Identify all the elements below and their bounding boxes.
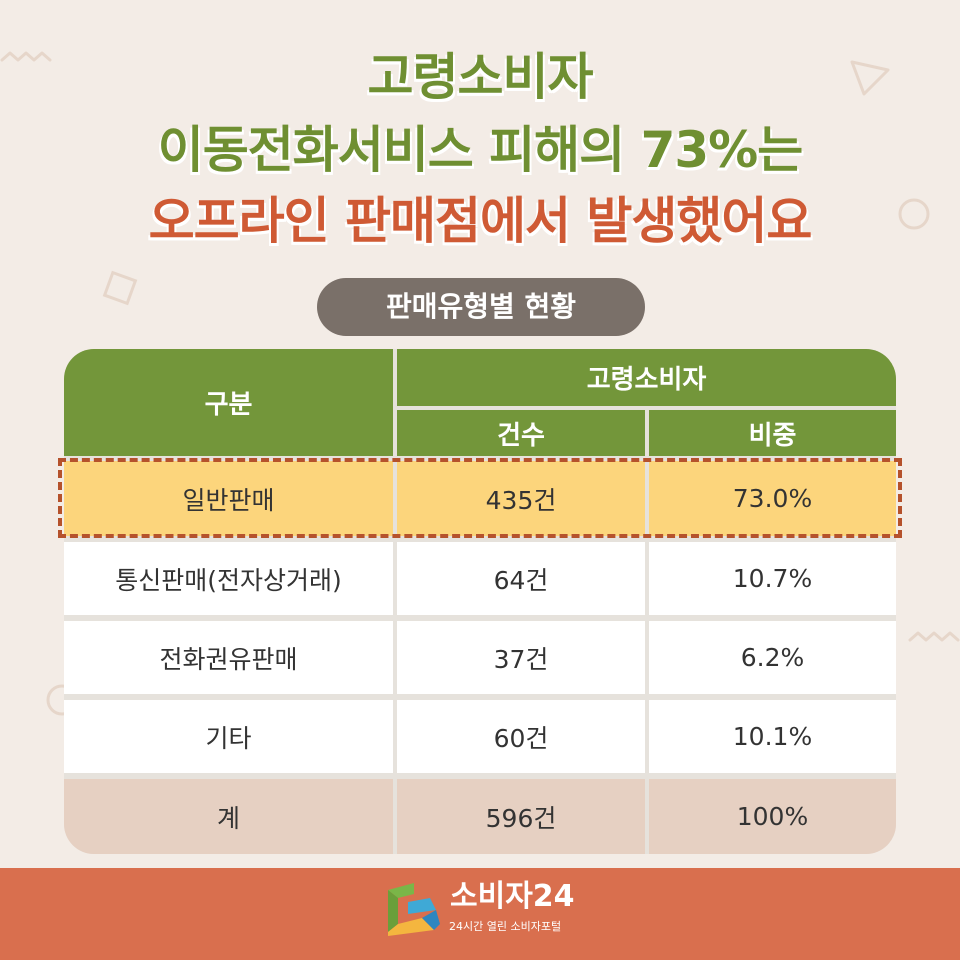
total-ratio: 100% — [649, 779, 896, 854]
consumer24-logo-icon — [388, 883, 440, 936]
brand-tagline: 24시간 열린 소비자포털 — [449, 920, 562, 933]
brand-name: 소비자24 — [450, 879, 575, 914]
total-count: 596건 — [397, 779, 645, 854]
zigzag-decoration-top-left — [0, 51, 52, 62]
title-line-2: 이동전화서비스 피해의 73%는 — [157, 121, 804, 179]
triangle-decoration — [850, 60, 890, 96]
footer-bar — [0, 868, 960, 960]
row-1-count: 435건 — [397, 461, 645, 536]
row-2-ratio: 10.7% — [649, 542, 896, 615]
row-1-ratio: 73.0% — [649, 461, 896, 536]
row-4-ratio: 10.1% — [649, 700, 896, 773]
title-line-3: 오프라인 판매점에서 발생했어요 — [148, 192, 813, 250]
sales-type-table: 구분 고령소비자 건수 비중 일반판매 435건 73.0% 통신판매(전자상거… — [64, 349, 896, 854]
zigzag-decoration-right — [908, 631, 960, 642]
title-line-1: 고령소비자 — [367, 48, 594, 106]
circle-decoration-right — [898, 198, 930, 230]
row-2-label: 통신판매(전자상거래) — [64, 542, 393, 615]
header-ratio: 비중 — [649, 410, 896, 456]
header-category: 구분 — [64, 349, 393, 456]
header-count: 건수 — [397, 410, 645, 456]
row-3-count: 37건 — [397, 621, 645, 694]
row-3-label: 전화권유판매 — [64, 621, 393, 694]
row-3-ratio: 6.2% — [649, 621, 896, 694]
row-2-count: 64건 — [397, 542, 645, 615]
row-4-count: 60건 — [397, 700, 645, 773]
table-caption-badge: 판매유형별 현황 — [317, 278, 645, 336]
row-4-label: 기타 — [64, 700, 393, 773]
diamond-decoration — [102, 270, 138, 306]
row-1-label: 일반판매 — [64, 461, 393, 536]
total-label: 계 — [64, 779, 393, 854]
header-group-elderly: 고령소비자 — [397, 349, 896, 406]
